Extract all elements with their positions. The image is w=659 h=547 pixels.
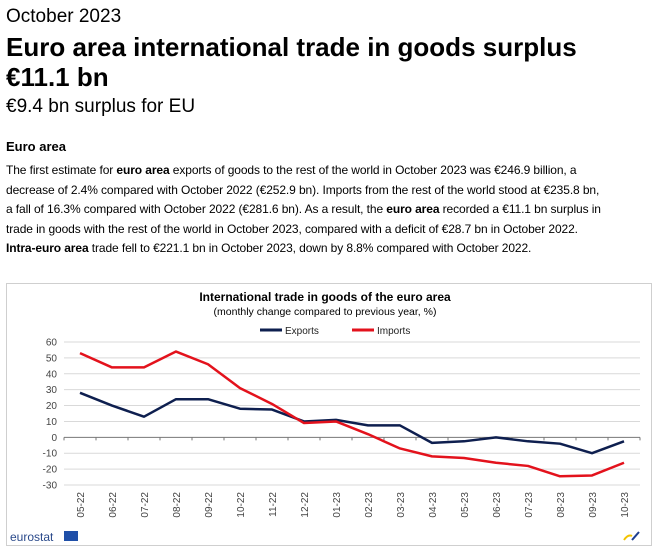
y-tick-label: 50 xyxy=(46,353,58,364)
corner-mark-icon xyxy=(623,534,633,541)
x-tick-label: 12-22 xyxy=(300,492,311,518)
y-tick-label: -20 xyxy=(43,465,58,476)
x-tick-label: 10-22 xyxy=(236,492,247,518)
x-tick-label: 10-23 xyxy=(620,492,631,518)
corner-mark-icon xyxy=(631,531,640,541)
headline-line-2: €11.1 bn xyxy=(6,62,109,92)
chart-title: International trade in goods of the euro… xyxy=(199,290,451,304)
text-run: decrease of 2.4% compared with October 2… xyxy=(6,182,600,197)
x-tick-label: 09-23 xyxy=(588,492,599,518)
x-tick-label: 08-22 xyxy=(172,492,183,518)
chart-frame xyxy=(6,283,652,546)
y-tick-label: 20 xyxy=(46,401,58,412)
y-tick-label: 30 xyxy=(46,385,58,396)
text-run: trade fell to €221.1 bn in October 2023,… xyxy=(88,241,532,255)
bold-term: euro area xyxy=(386,202,440,216)
series-line-imports xyxy=(79,350,625,478)
paragraph-line: decrease of 2.4% compared with October 2… xyxy=(6,181,659,201)
x-tick-label: 07-23 xyxy=(524,492,535,518)
y-tick-label: -30 xyxy=(43,481,58,492)
x-tick-label: 11-22 xyxy=(268,492,279,517)
bold-term: euro area xyxy=(116,163,170,177)
x-tick-label: 06-23 xyxy=(492,492,503,518)
text-run: a fall of 16.3% compared with October 20… xyxy=(6,202,387,216)
eu-flag-icon xyxy=(64,531,78,541)
x-tick-label: 05-23 xyxy=(460,492,471,518)
x-tick-label: 09-22 xyxy=(204,492,215,518)
y-tick-label: 60 xyxy=(46,338,58,349)
headline-line-1: Euro area international trade in goods s… xyxy=(6,32,577,62)
x-tick-label: 05-22 xyxy=(76,492,87,518)
y-tick-label: 10 xyxy=(46,417,58,428)
paragraph-line: The first estimate for euro area exports… xyxy=(6,161,659,181)
x-tick-label: 07-22 xyxy=(140,492,151,518)
text-run: trade in goods with the rest of the worl… xyxy=(6,221,578,236)
legend-label-imports: Imports xyxy=(377,326,410,337)
paragraph-line: Intra-euro area trade fell to €221.1 bn … xyxy=(6,239,659,259)
y-tick-label: -10 xyxy=(43,449,58,460)
release-date: October 2023 xyxy=(6,6,122,27)
x-tick-label: 01-23 xyxy=(332,492,343,518)
paragraph-line: trade in goods with the rest of the worl… xyxy=(6,220,659,240)
legend-label-exports: Exports xyxy=(285,326,319,337)
text-run: recorded a €11.1 bn surplus in xyxy=(439,202,601,216)
headline: Euro area international trade in goods s… xyxy=(6,32,577,92)
text-run: exports of goods to the rest of the worl… xyxy=(169,163,577,177)
paragraph-line: a fall of 16.3% compared with October 20… xyxy=(6,200,659,220)
text-run: The first estimate for xyxy=(6,163,117,177)
chart-subtitle: (monthly change compared to previous yea… xyxy=(214,306,437,318)
x-tick-label: 08-23 xyxy=(556,492,567,518)
y-tick-label: 0 xyxy=(51,433,57,444)
eurostat-logo: eurostat xyxy=(10,530,54,544)
section-paragraph: The first estimate for euro area exports… xyxy=(6,161,659,259)
x-tick-label: 02-23 xyxy=(364,492,375,518)
bold-term: Intra-euro area xyxy=(6,241,89,255)
x-tick-label: 06-22 xyxy=(108,492,119,518)
x-tick-label: 04-23 xyxy=(428,492,439,518)
x-tick-label: 03-23 xyxy=(396,492,407,518)
series-line-exports xyxy=(79,391,625,455)
subheadline: €9.4 bn surplus for EU xyxy=(6,96,196,117)
section-heading: Euro area xyxy=(6,139,66,154)
y-tick-label: 40 xyxy=(46,369,58,380)
